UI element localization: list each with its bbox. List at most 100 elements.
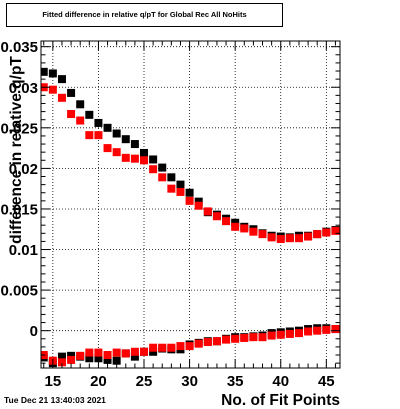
series-1	[41, 83, 340, 243]
data-point	[331, 325, 340, 334]
data-point	[294, 234, 303, 243]
y-axis-label: difference in relative q/pT	[8, 56, 25, 244]
data-point	[212, 212, 221, 221]
data-point	[331, 226, 340, 235]
y-tick-label: 0.02	[9, 161, 38, 178]
data-point	[103, 123, 112, 132]
data-point	[57, 75, 66, 84]
y-axis: 0 0.005 0.01 0.015 0.02 0.025 0.03 0.035	[0, 39, 340, 364]
data-point	[231, 218, 240, 227]
data-point	[231, 222, 240, 231]
data-point	[112, 348, 121, 357]
data-point	[112, 356, 121, 365]
data-point	[285, 329, 294, 338]
data-point	[203, 338, 212, 347]
data-point	[322, 228, 331, 237]
data-point	[112, 129, 121, 138]
data-point	[149, 155, 158, 164]
data-point	[130, 154, 139, 163]
chart-title: Fitted difference in relative q/pT for G…	[42, 10, 247, 19]
data-point	[85, 131, 94, 140]
data-point	[48, 69, 57, 78]
data-point	[130, 140, 139, 149]
data-point	[67, 355, 76, 364]
x-tick-label: 15	[45, 373, 62, 390]
data-point	[57, 358, 66, 367]
data-point	[222, 335, 231, 344]
data-point	[313, 326, 322, 335]
data-point	[304, 232, 313, 241]
data-point	[185, 196, 194, 205]
y-tick-label: 0.01	[9, 242, 38, 259]
data-point	[140, 156, 149, 165]
data-point	[41, 67, 48, 76]
data-point	[249, 227, 258, 236]
data-point	[149, 165, 158, 174]
data-point	[103, 351, 112, 360]
data-point	[276, 234, 285, 243]
data-point	[176, 180, 185, 189]
data-point	[313, 230, 322, 239]
data-point	[140, 148, 149, 157]
x-tick-label: 35	[227, 373, 244, 390]
data-point	[304, 327, 313, 336]
data-point	[130, 352, 139, 361]
data-point	[258, 230, 267, 239]
chart-title-box: Fitted difference in relative q/pT for G…	[6, 3, 283, 27]
x-tick-label: 45	[318, 373, 335, 390]
data-point	[285, 234, 294, 243]
data-point	[258, 333, 267, 342]
data-point	[57, 352, 66, 361]
data-point	[76, 100, 85, 109]
data-point	[322, 325, 331, 334]
data-point	[94, 354, 103, 363]
data-point	[158, 163, 167, 172]
data-point	[194, 201, 203, 210]
y-tick-label: 0.015	[0, 201, 38, 218]
data-point	[240, 333, 249, 342]
data-point	[130, 347, 139, 356]
y-tick-label: 0.005	[0, 283, 38, 300]
data-point	[121, 135, 130, 144]
data-point	[167, 184, 176, 193]
data-point	[267, 331, 276, 340]
data-point	[76, 351, 85, 360]
data-point	[67, 351, 76, 360]
data-point	[149, 347, 158, 356]
data-point	[176, 187, 185, 196]
data-point	[194, 339, 203, 348]
data-point	[85, 348, 94, 357]
data-point	[121, 153, 130, 162]
data-point	[57, 93, 66, 102]
data-point	[121, 349, 130, 358]
data-point	[203, 207, 212, 216]
data-point	[103, 355, 112, 364]
data-point	[67, 110, 76, 119]
data-point	[158, 343, 167, 352]
data-point	[158, 173, 167, 182]
plot-frame	[40, 40, 341, 369]
data-point	[294, 329, 303, 338]
y-tick-label: 0.035	[0, 39, 38, 56]
data-point	[94, 348, 103, 357]
data-point	[140, 347, 149, 356]
data-series	[41, 67, 340, 368]
data-point	[149, 343, 158, 352]
data-point	[85, 354, 94, 363]
data-point	[267, 233, 276, 242]
data-point	[231, 334, 240, 343]
data-point	[94, 131, 103, 140]
x-axis: 15 20 25 30 35 40 45	[43, 41, 336, 390]
data-point	[167, 343, 176, 352]
data-point	[276, 330, 285, 339]
x-tick-label: 20	[90, 373, 107, 390]
data-point	[67, 88, 76, 97]
data-point	[249, 333, 258, 342]
x-axis-label: No. of Fit Points	[221, 392, 340, 409]
data-point	[185, 188, 194, 197]
x-tick-label: 25	[136, 373, 153, 390]
y-tick-label: 0.025	[0, 120, 38, 137]
data-point	[176, 342, 185, 351]
data-point	[103, 144, 112, 153]
